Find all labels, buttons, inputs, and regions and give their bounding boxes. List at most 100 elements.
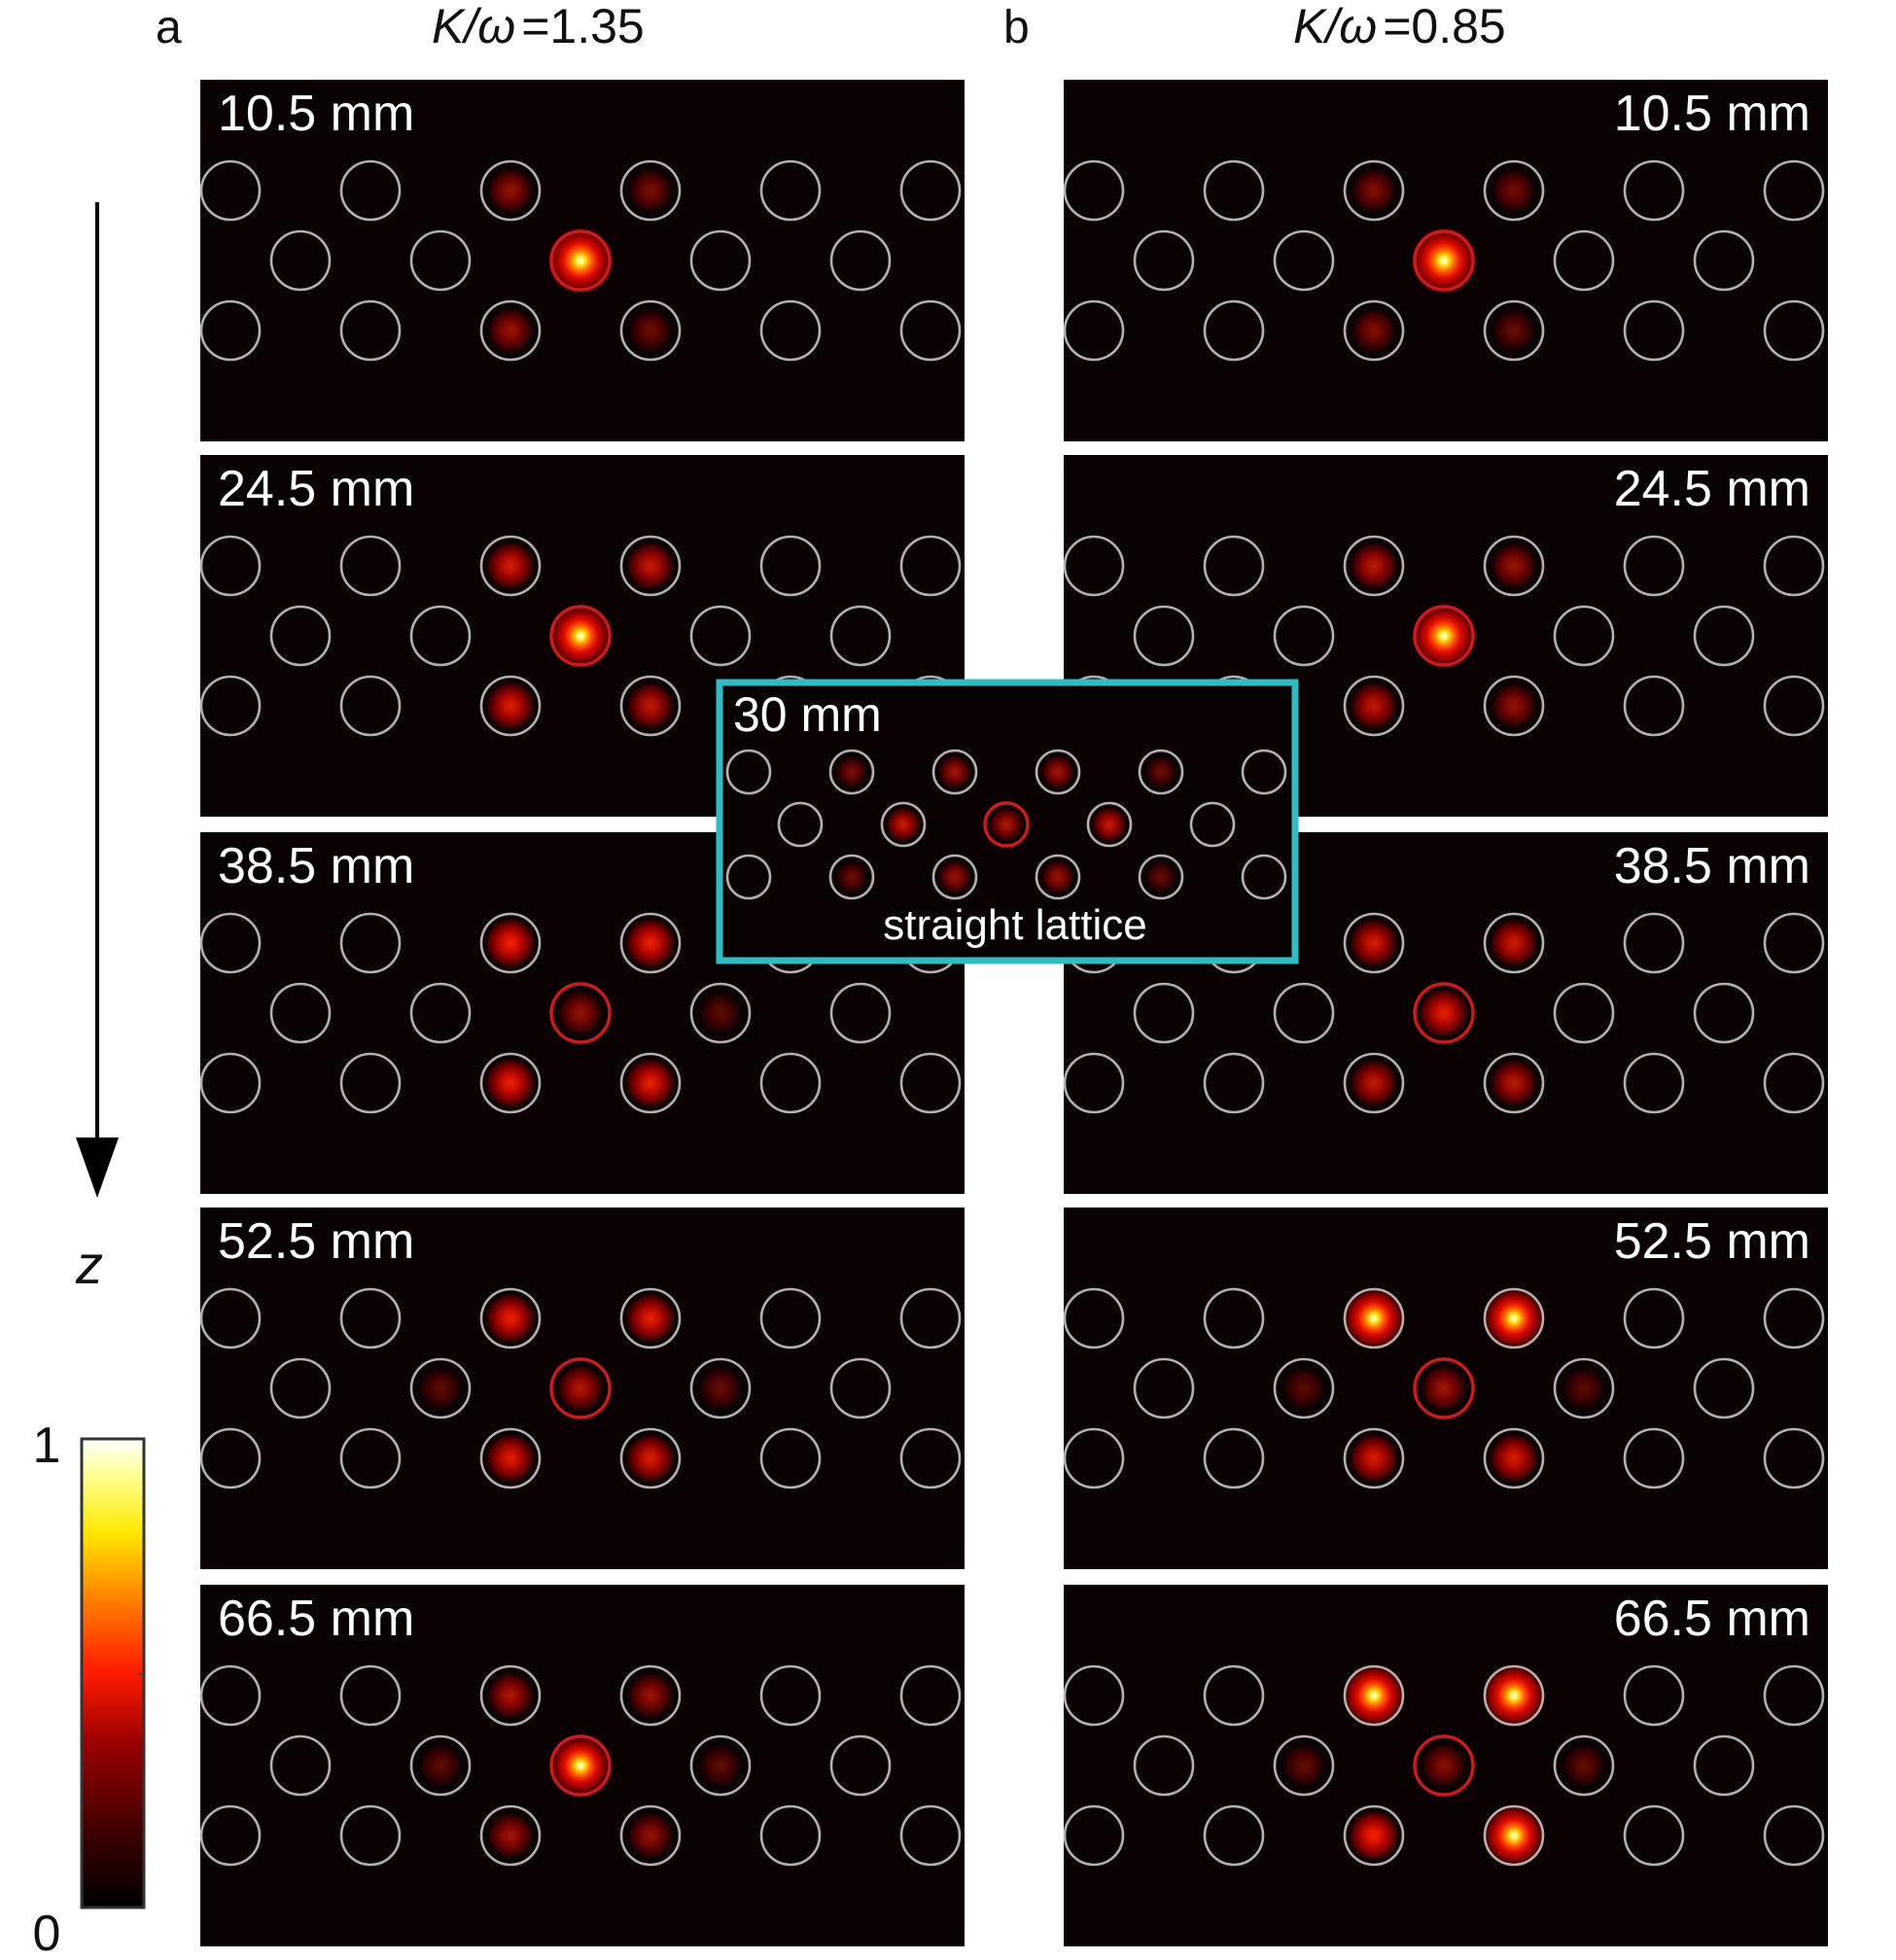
bottom-row-waveguide-ring bbox=[899, 1427, 962, 1489]
mid-row-center-waveguide-ring bbox=[549, 1734, 612, 1797]
top-row-waveguide-ring bbox=[759, 1287, 822, 1349]
inset-top-row-intensity-spot bbox=[936, 753, 973, 790]
bottom-row-intensity-spot bbox=[1490, 682, 1538, 730]
top-row-intensity-spot bbox=[1482, 1286, 1546, 1350]
top-row-waveguide-ring bbox=[1203, 535, 1265, 597]
top-row-intensity-spot bbox=[1348, 540, 1400, 592]
mid-row-intensity-spot bbox=[1409, 226, 1479, 296]
top-row-intensity-spot bbox=[485, 1670, 536, 1721]
top-row-waveguide-ring bbox=[899, 159, 962, 222]
top-row-waveguide-ring bbox=[619, 535, 682, 597]
top-row-waveguide-ring bbox=[479, 912, 542, 974]
bottom-row-waveguide-ring bbox=[759, 1427, 822, 1489]
mid-row-waveguide-ring bbox=[1133, 1734, 1195, 1797]
mid-row-waveguide-ring bbox=[1133, 1357, 1195, 1419]
mid-row-waveguide-ring bbox=[689, 982, 752, 1044]
bottom-row-waveguide-ring bbox=[479, 1052, 542, 1114]
bottom-row-intensity-spot bbox=[1491, 307, 1537, 354]
mid-row-center-waveguide-ring bbox=[549, 605, 612, 667]
frame: 10.5 mm bbox=[1063, 80, 1828, 441]
top-row-intensity-spot bbox=[1488, 917, 1540, 969]
mid-row-waveguide-ring bbox=[689, 1734, 752, 1797]
bottom-row-waveguide-ring bbox=[339, 1804, 402, 1867]
top-row-waveguide-ring bbox=[1343, 1287, 1405, 1349]
mid-row-center-waveguide-ring bbox=[549, 1357, 612, 1419]
mid-row-center-waveguide-ring bbox=[549, 229, 612, 292]
bottom-row-waveguide-ring bbox=[1623, 675, 1685, 737]
frame-z-label: 38.5 mm bbox=[1614, 838, 1810, 894]
bottom-row-waveguide-ring bbox=[479, 1427, 542, 1489]
top-row-intensity-spot bbox=[1350, 166, 1398, 215]
top-row-waveguide-ring bbox=[1063, 159, 1125, 222]
bottom-row-waveguide-ring bbox=[899, 1804, 962, 1867]
inset-top-row-waveguide-ring bbox=[1241, 749, 1287, 795]
mid-row-waveguide-ring bbox=[269, 1734, 332, 1797]
bottom-row-intensity-spot bbox=[627, 307, 674, 354]
mid-row-waveguide-ring bbox=[409, 1734, 472, 1797]
top-row-waveguide-ring bbox=[1763, 535, 1825, 597]
frame-z-label: 10.5 mm bbox=[1614, 86, 1810, 142]
top-row-waveguide-ring bbox=[1343, 535, 1405, 597]
bottom-row-waveguide-ring bbox=[1063, 1052, 1125, 1114]
top-row-waveguide-ring bbox=[1623, 159, 1685, 222]
top-row-waveguide-ring bbox=[1763, 1664, 1825, 1727]
bottom-row-waveguide-ring bbox=[1623, 1804, 1685, 1867]
mid-row-waveguide-ring bbox=[1273, 982, 1335, 1044]
mid-row-waveguide-ring bbox=[829, 605, 892, 667]
inset-mid-row-waveguide-ring bbox=[777, 801, 824, 848]
bottom-row-waveguide-ring bbox=[199, 1804, 262, 1867]
panel-b-ratio-value: 0.85 bbox=[1411, 0, 1505, 53]
mid-row-intensity-spot bbox=[417, 1365, 464, 1412]
top-row-waveguide-ring bbox=[479, 535, 542, 597]
mid-row-waveguide-ring bbox=[269, 229, 332, 292]
top-row-waveguide-ring bbox=[619, 1287, 682, 1349]
mid-row-intensity-spot bbox=[417, 1742, 464, 1789]
bottom-row-intensity-spot bbox=[1488, 1057, 1540, 1109]
frame: 66.5 mm bbox=[1063, 1585, 1828, 1946]
top-row-waveguide-ring bbox=[1483, 535, 1545, 597]
top-row-waveguide-ring bbox=[1623, 912, 1685, 974]
panel-b-frames: 10.5 mm 24.5 mm 38.5 mm 52.5 mm 66.5 mm bbox=[1063, 80, 1828, 1946]
inset-top-row-intensity-spot bbox=[1143, 754, 1178, 789]
bottom-row-waveguide-ring bbox=[1343, 675, 1405, 737]
frame-z-label: 66.5 mm bbox=[218, 1591, 414, 1647]
inset-top-row-intensity-spot bbox=[1039, 753, 1076, 790]
top-row-intensity-spot bbox=[623, 1291, 678, 1346]
top-row-intensity-spot bbox=[625, 1670, 676, 1721]
top-row-waveguide-ring bbox=[619, 159, 682, 222]
mid-row-intensity-spot bbox=[697, 990, 744, 1036]
top-row-waveguide-ring bbox=[759, 1664, 822, 1727]
inset-top-row-waveguide-ring bbox=[1138, 749, 1184, 795]
mid-row-waveguide-ring bbox=[1273, 1734, 1335, 1797]
top-row-intensity-spot bbox=[623, 916, 678, 970]
bottom-row-waveguide-ring bbox=[1623, 299, 1685, 362]
top-row-waveguide-ring bbox=[1623, 1287, 1685, 1349]
top-row-waveguide-ring bbox=[339, 912, 402, 974]
top-row-waveguide-ring bbox=[1063, 1287, 1125, 1349]
mid-row-waveguide-ring bbox=[1553, 605, 1615, 667]
bottom-row-waveguide-ring bbox=[899, 1052, 962, 1114]
bottom-row-waveguide-ring bbox=[1763, 675, 1825, 737]
bottom-row-waveguide-ring bbox=[759, 1804, 822, 1867]
mid-row-intensity-spot bbox=[556, 989, 605, 1037]
mid-row-waveguide-ring bbox=[1553, 229, 1615, 292]
top-row-waveguide-ring bbox=[199, 1664, 262, 1727]
bottom-row-waveguide-ring bbox=[1343, 1052, 1405, 1114]
bottom-row-waveguide-ring bbox=[1063, 1427, 1125, 1489]
frame-z-label: 38.5 mm bbox=[218, 838, 414, 894]
frame-z-label: 52.5 mm bbox=[218, 1213, 414, 1270]
mid-row-intensity-spot bbox=[1420, 1741, 1468, 1790]
bottom-row-waveguide-ring bbox=[1483, 1427, 1545, 1489]
inset-mid-row-intensity-spot bbox=[884, 805, 923, 844]
bottom-row-intensity-spot bbox=[1348, 680, 1400, 732]
inset-bottom-row-waveguide-ring bbox=[828, 854, 875, 900]
top-row-intensity-spot bbox=[1489, 541, 1539, 591]
top-row-waveguide-ring bbox=[1063, 535, 1125, 597]
bottom-row-waveguide-ring bbox=[619, 1804, 682, 1867]
bottom-row-waveguide-ring bbox=[619, 675, 682, 737]
bottom-row-waveguide-ring bbox=[1063, 1804, 1125, 1867]
bottom-row-waveguide-ring bbox=[1203, 1804, 1265, 1867]
mid-row-waveguide-ring bbox=[1553, 1734, 1615, 1797]
mid-row-center-waveguide-ring bbox=[1413, 605, 1475, 667]
